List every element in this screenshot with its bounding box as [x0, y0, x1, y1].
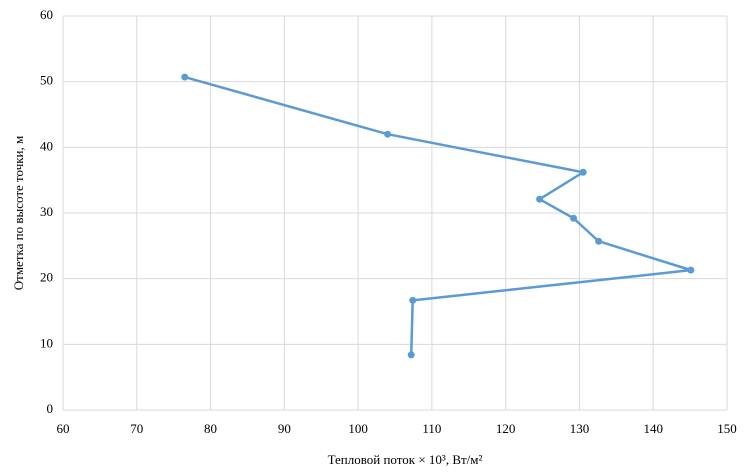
y-tick-label: 40 — [40, 138, 53, 153]
data-point — [570, 214, 578, 222]
x-tick-label: 100 — [348, 421, 368, 436]
y-tick-label: 50 — [40, 73, 53, 88]
x-tick-label: 70 — [130, 421, 143, 436]
data-point — [384, 130, 392, 138]
x-axis-label: Тепловой поток × 10³, Вт/м² — [328, 452, 483, 467]
data-point — [407, 351, 415, 359]
x-tick-label: 140 — [643, 421, 663, 436]
data-point — [595, 237, 603, 245]
data-point — [687, 266, 695, 274]
data-point — [536, 195, 544, 203]
x-tick-label: 80 — [204, 421, 217, 436]
data-point — [181, 73, 189, 81]
x-tick-label: 120 — [496, 421, 516, 436]
x-tick-label: 60 — [57, 421, 70, 436]
y-tick-label: 10 — [40, 335, 53, 350]
data-point — [409, 296, 417, 304]
x-tick-label: 130 — [570, 421, 590, 436]
y-tick-label: 20 — [40, 270, 53, 285]
y-tick-label: 0 — [47, 401, 54, 416]
x-tick-label: 150 — [717, 421, 737, 436]
y-tick-label: 60 — [40, 7, 53, 22]
x-tick-label: 110 — [422, 421, 441, 436]
y-tick-label: 30 — [40, 204, 53, 219]
data-line — [184, 75, 693, 355]
data-point — [579, 168, 587, 176]
x-tick-label: 90 — [278, 421, 291, 436]
y-axis-label: Отметка по высоте точки, м — [11, 136, 26, 290]
